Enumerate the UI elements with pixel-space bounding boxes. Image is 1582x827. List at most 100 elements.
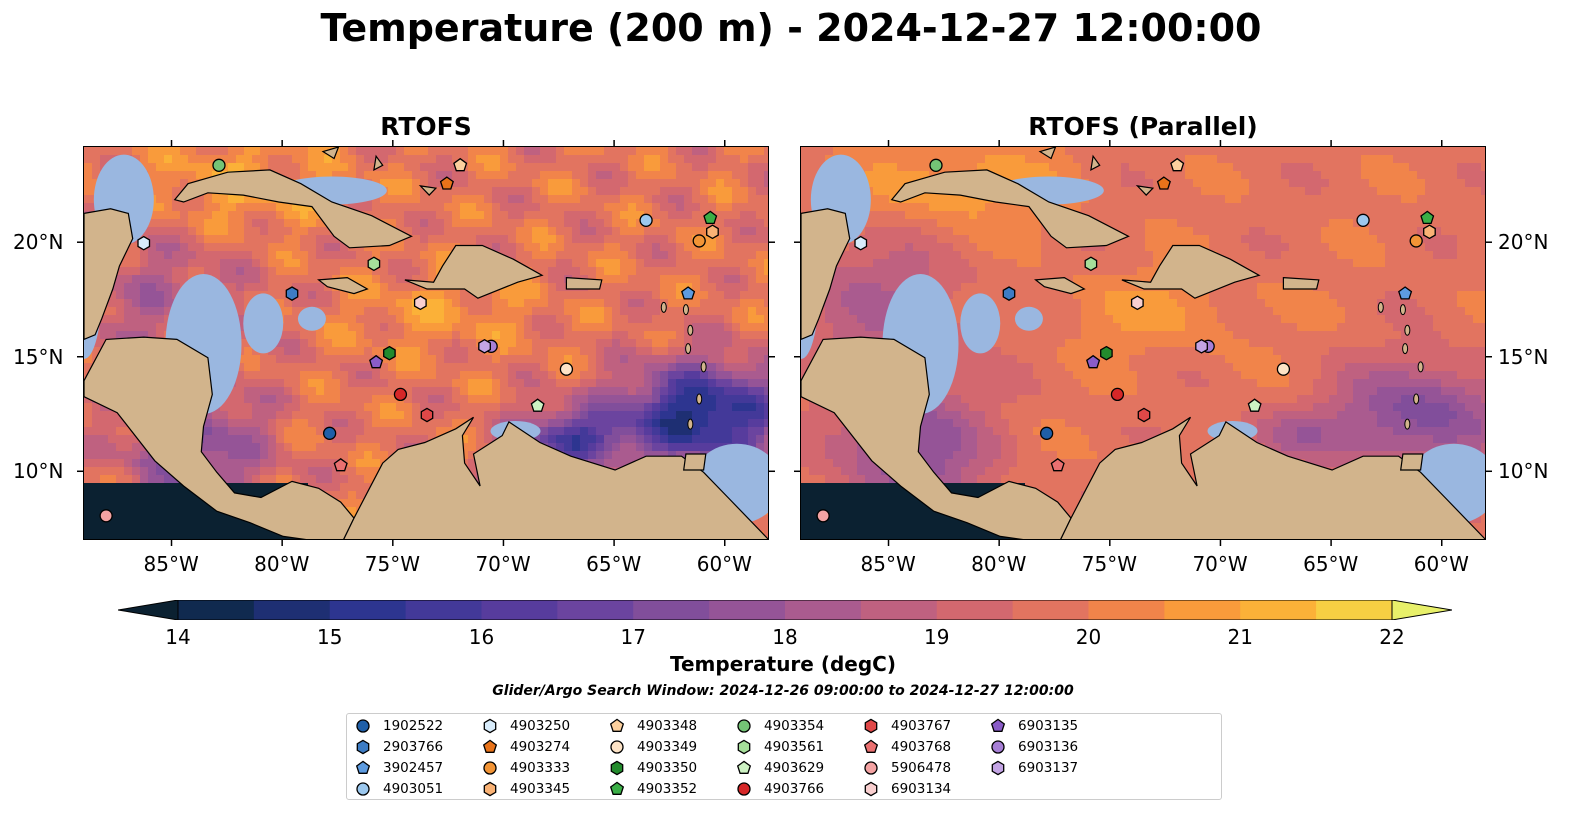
float-marker-4903354[interactable] (929, 158, 943, 172)
legend-marker[interactable] (483, 761, 497, 775)
lon-tick-label: 60°W (696, 552, 752, 576)
float-marker-4903274[interactable] (1156, 176, 1171, 190)
legend-marker[interactable] (737, 782, 751, 796)
float-marker-6903134[interactable] (1130, 295, 1144, 311)
float-marker-4903767[interactable] (1137, 407, 1151, 423)
land-jamaica (1034, 276, 1086, 295)
legend-marker[interactable] (483, 718, 497, 734)
float-marker-3902457[interactable] (681, 286, 696, 300)
figure-title: Temperature (200 m) - 2024-12-27 12:00:0… (320, 6, 1262, 50)
legend-marker[interactable] (864, 718, 878, 734)
colorbar-tick-label: 20 (1075, 625, 1102, 649)
legend-marker[interactable] (610, 760, 624, 776)
legend-marker[interactable] (483, 781, 497, 797)
float-marker-1902522[interactable] (1039, 426, 1054, 440)
float-marker-4903345[interactable] (706, 224, 719, 240)
float-marker-6903135[interactable] (1086, 354, 1101, 369)
float-marker-4903629[interactable] (530, 398, 545, 412)
legend-label: 6903137 (1018, 760, 1079, 776)
float-marker-4903766[interactable] (1110, 387, 1125, 402)
float-marker-6903137[interactable] (1195, 338, 1208, 354)
float-marker-6903135[interactable] (369, 354, 384, 369)
colorbar-bin (1088, 600, 1165, 620)
float-marker-4903352[interactable] (1420, 210, 1435, 225)
legend-marker[interactable] (991, 740, 1005, 754)
circle-marker-icon (737, 782, 751, 796)
map-panel-rtofs-parallel[interactable] (800, 146, 1486, 540)
legend-item-4903051: 4903051 (355, 779, 443, 799)
legend-marker[interactable] (356, 782, 370, 796)
legend-marker[interactable] (355, 760, 371, 774)
hexagon-marker-icon (737, 739, 751, 755)
float-marker-4903333[interactable] (1409, 234, 1423, 248)
legend-marker[interactable] (864, 761, 878, 775)
float-marker-4903051[interactable] (639, 213, 653, 227)
float-legend: 1902522 2903766 3902457 4903051 4903250 49032… (346, 713, 1222, 800)
legend-label: 4903352 (637, 781, 698, 797)
colorbar-tick-label: 15 (317, 625, 343, 649)
float-marker-4903051[interactable] (1356, 213, 1370, 227)
colorbar-tick-label: 14 (165, 625, 191, 649)
legend-marker[interactable] (991, 760, 1005, 776)
float-marker-4903349[interactable] (1276, 362, 1291, 376)
colorbar-label: Temperature (degC) (670, 652, 896, 676)
float-marker-5906478[interactable] (816, 509, 830, 523)
float-marker-4903250[interactable] (854, 235, 868, 251)
float-marker-4903333[interactable] (692, 234, 706, 248)
float-marker-4903768[interactable] (1050, 457, 1065, 472)
float-marker-2903766[interactable] (1002, 286, 1016, 301)
colorbar-bin (557, 600, 634, 620)
legend-marker[interactable] (482, 739, 498, 753)
legend-marker[interactable] (737, 719, 751, 733)
legend-label: 4903051 (383, 781, 444, 797)
land-puertoRico (1282, 276, 1320, 290)
float-marker-4903250[interactable] (137, 235, 151, 251)
float-marker-4903348[interactable] (1170, 157, 1185, 172)
land-cuba (173, 169, 413, 249)
float-marker-4903345[interactable] (1423, 224, 1436, 240)
legend-marker[interactable] (864, 781, 878, 797)
float-marker-4903766[interactable] (393, 387, 408, 402)
float-marker-5906478[interactable] (99, 509, 113, 523)
float-marker-6903137[interactable] (478, 338, 491, 354)
legend-marker[interactable] (609, 781, 625, 795)
float-marker-4903629[interactable] (1247, 398, 1262, 412)
legend-marker[interactable] (863, 739, 879, 753)
colorbar-tick-label: 16 (468, 625, 495, 649)
float-marker-4903768[interactable] (333, 457, 348, 472)
pentagon-marker-icon (990, 718, 1006, 732)
legend-label: 6903135 (1018, 718, 1079, 734)
legend-label: 4903768 (891, 739, 952, 755)
legend-marker[interactable] (990, 718, 1006, 732)
lat-tick-label: 15°N (13, 344, 64, 369)
float-marker-4903348[interactable] (453, 157, 468, 172)
legend-marker[interactable] (356, 719, 370, 733)
float-marker-4903352[interactable] (703, 210, 718, 225)
pentagon-marker-icon (863, 739, 879, 753)
float-marker-1902522[interactable] (322, 426, 337, 440)
float-marker-4903274[interactable] (439, 176, 454, 190)
colorbar-bin (785, 600, 862, 620)
legend-label: 6903134 (891, 781, 952, 797)
legend-marker[interactable] (356, 739, 370, 755)
legend-marker[interactable] (736, 760, 752, 774)
float-marker-4903561[interactable] (367, 256, 381, 272)
legend-label: 4903767 (891, 718, 952, 734)
float-marker-4903349[interactable] (559, 362, 574, 376)
float-marker-4903350[interactable] (383, 345, 396, 361)
float-marker-6903134[interactable] (413, 295, 427, 311)
legend-marker[interactable] (737, 739, 751, 755)
float-marker-4903767[interactable] (420, 407, 434, 423)
float-marker-3902457[interactable] (1398, 286, 1413, 300)
circle-marker-icon (483, 761, 497, 775)
float-marker-2903766[interactable] (285, 286, 299, 301)
float-marker-4903350[interactable] (1100, 345, 1113, 361)
legend-item-2903766: 2903766 (355, 737, 443, 757)
float-marker-4903354[interactable] (212, 158, 226, 172)
legend-marker[interactable] (609, 718, 625, 732)
colorbar-tick-label: 22 (1379, 625, 1405, 649)
map-panel-rtofs[interactable] (83, 146, 769, 540)
lon-tick-label: 75°W (1081, 552, 1138, 576)
legend-marker[interactable] (610, 740, 624, 754)
float-marker-4903561[interactable] (1084, 256, 1098, 272)
